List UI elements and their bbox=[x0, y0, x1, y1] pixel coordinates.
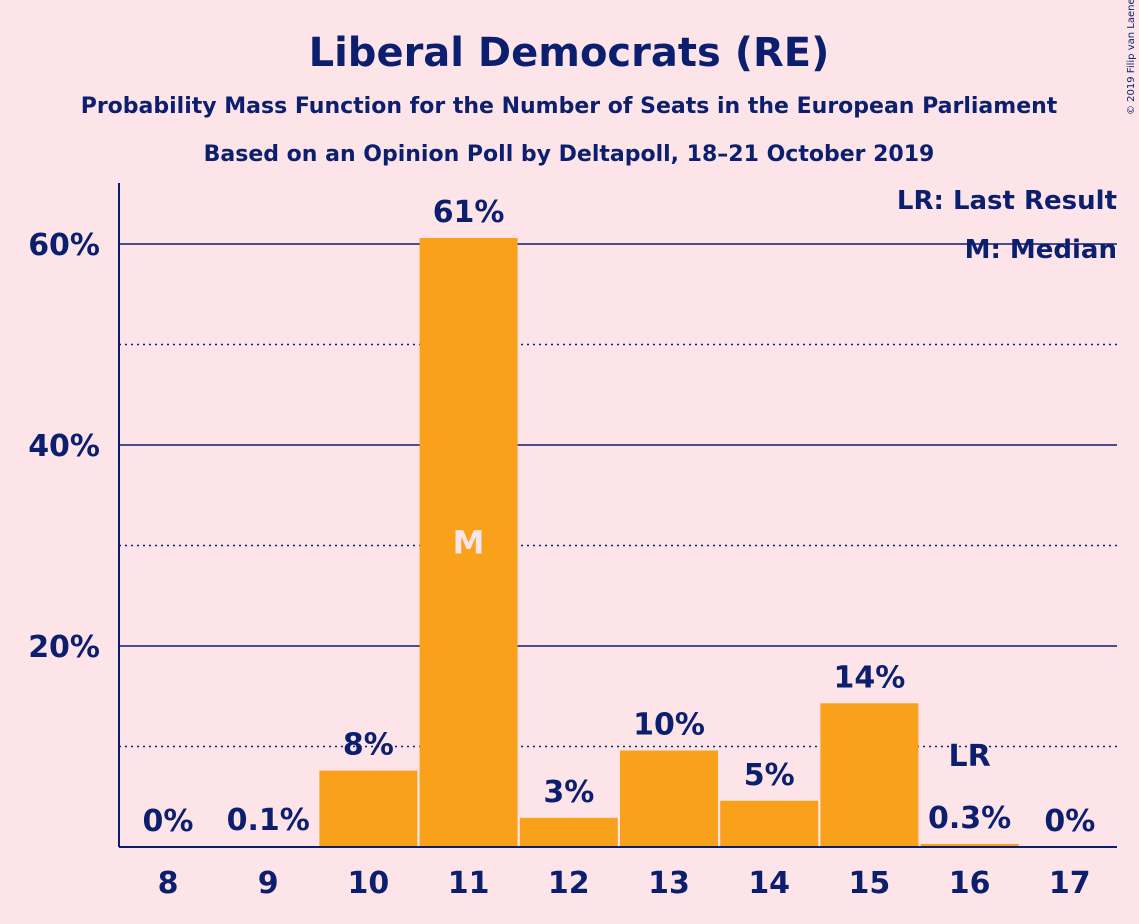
bar-16 bbox=[920, 843, 1019, 847]
data-label-15: 14% bbox=[833, 660, 905, 695]
bar-15 bbox=[820, 703, 919, 847]
x-tick-11: 11 bbox=[448, 866, 490, 901]
legend-last-result: LR: Last Result bbox=[897, 186, 1117, 216]
data-label-8: 0% bbox=[143, 804, 194, 839]
bar-11 bbox=[419, 237, 518, 848]
data-label-17: 0% bbox=[1044, 804, 1095, 839]
legend-median: M: Median bbox=[965, 235, 1117, 265]
x-tick-13: 13 bbox=[648, 866, 690, 901]
bar-10 bbox=[319, 770, 418, 847]
x-tick-9: 9 bbox=[258, 866, 279, 901]
data-label-12: 3% bbox=[543, 775, 594, 810]
data-label-13: 10% bbox=[633, 708, 705, 743]
data-label-9: 0.1% bbox=[227, 803, 310, 838]
bar-13 bbox=[620, 750, 718, 847]
data-labels: 0% 0.1% 8% 61% 3% 10% 5% 14% 0.3% 0% M LR bbox=[143, 195, 1096, 839]
chart-subtitle-2: Based on an Opinion Poll by Deltapoll, 1… bbox=[204, 142, 935, 167]
y-tick-60: 60% bbox=[28, 228, 100, 263]
bars bbox=[219, 237, 1019, 848]
axes bbox=[118, 183, 1117, 848]
y-tick-labels: 20% 40% 60% bbox=[28, 228, 100, 665]
chart-title: Liberal Democrats (RE) bbox=[309, 30, 830, 76]
median-marker: M bbox=[453, 523, 485, 561]
x-tick-17: 17 bbox=[1049, 866, 1091, 901]
y-tick-40: 40% bbox=[28, 429, 100, 464]
y-tick-20: 20% bbox=[28, 630, 100, 665]
bar-12 bbox=[519, 817, 618, 847]
x-tick-12: 12 bbox=[548, 866, 590, 901]
x-tick-15: 15 bbox=[849, 866, 891, 901]
x-tick-14: 14 bbox=[748, 866, 790, 901]
data-label-10: 8% bbox=[343, 728, 394, 763]
data-label-11: 61% bbox=[433, 195, 505, 230]
x-tick-8: 8 bbox=[158, 866, 179, 901]
x-tick-labels: 8 9 10 11 12 13 14 15 16 17 bbox=[158, 866, 1091, 901]
data-label-16: 0.3% bbox=[928, 801, 1011, 836]
gridlines bbox=[119, 243, 1117, 748]
chart-subtitle: Probability Mass Function for the Number… bbox=[81, 94, 1058, 119]
data-label-14: 5% bbox=[744, 758, 795, 793]
x-tick-16: 16 bbox=[949, 866, 991, 901]
copyright-note: © 2019 Filip van Laenen bbox=[1126, 0, 1137, 115]
x-tick-10: 10 bbox=[348, 866, 390, 901]
bar-14 bbox=[720, 800, 819, 847]
last-result-marker: LR bbox=[948, 739, 990, 774]
